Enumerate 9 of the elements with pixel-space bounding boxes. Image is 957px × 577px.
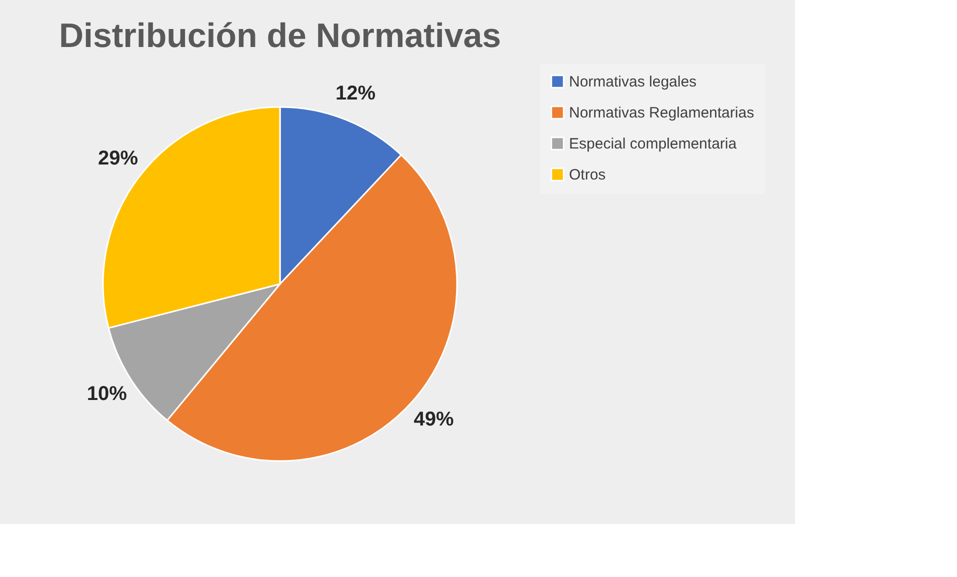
- legend-label: Normativas legales: [569, 74, 697, 90]
- chart-title: Distribución de Normativas: [58, 17, 502, 55]
- data-label: 29%: [98, 147, 138, 170]
- data-label: 49%: [414, 408, 454, 431]
- legend-label: Otros: [569, 166, 606, 184]
- legend-label: Normativas Reglamentarias: [569, 104, 754, 122]
- data-label: 10%: [86, 382, 128, 405]
- legend-label: Especial complementaria: [569, 136, 738, 152]
- data-label: 12%: [335, 82, 376, 104]
